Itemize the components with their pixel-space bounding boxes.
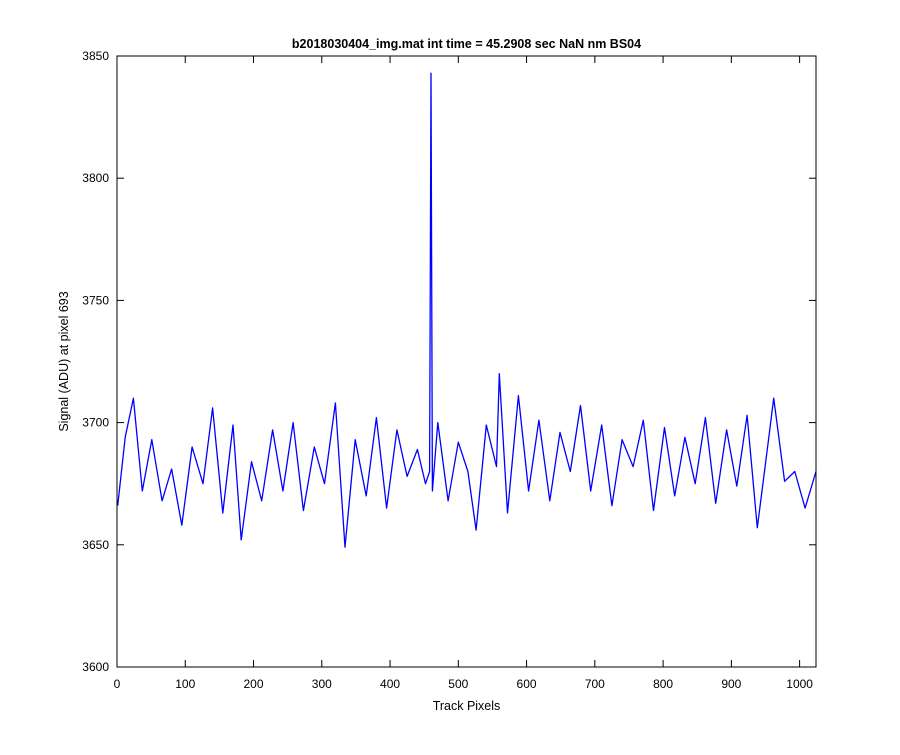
x-tick-label: 800 <box>653 677 673 691</box>
x-tick-label: 900 <box>721 677 741 691</box>
y-axis-ticks: 3600 3650 3700 3750 3800 3850 <box>82 49 816 674</box>
y-tick-label: 3700 <box>82 416 109 430</box>
axes-frame <box>116 55 817 668</box>
x-tick-label: 300 <box>312 677 332 691</box>
y-tick-label: 3600 <box>82 660 109 674</box>
x-tick-label: 1000 <box>786 677 813 691</box>
series-line <box>117 72 817 548</box>
y-tick-label: 3750 <box>82 293 109 307</box>
x-tick-label: 100 <box>175 677 195 691</box>
series-group <box>117 72 817 548</box>
plot-area <box>117 56 816 667</box>
y-tick-label: 3800 <box>82 171 109 185</box>
x-tick-label: 500 <box>448 677 468 691</box>
x-tick-label: 400 <box>380 677 400 691</box>
x-axis-title: Track Pixels <box>433 699 501 713</box>
x-tick-label: 700 <box>585 677 605 691</box>
chart-title: b2018030404_img.mat int time = 45.2908 s… <box>292 37 641 51</box>
y-tick-label: 3850 <box>82 49 109 63</box>
x-tick-label: 0 <box>114 677 121 691</box>
x-tick-label: 600 <box>517 677 537 691</box>
x-tick-label: 200 <box>244 677 264 691</box>
y-axis-title: Signal (ADU) at pixel 693 <box>57 291 71 431</box>
y-tick-label: 3650 <box>82 538 109 552</box>
x-axis-ticks: 0 100 200 300 400 500 600 700 800 900 1000 <box>114 56 813 691</box>
